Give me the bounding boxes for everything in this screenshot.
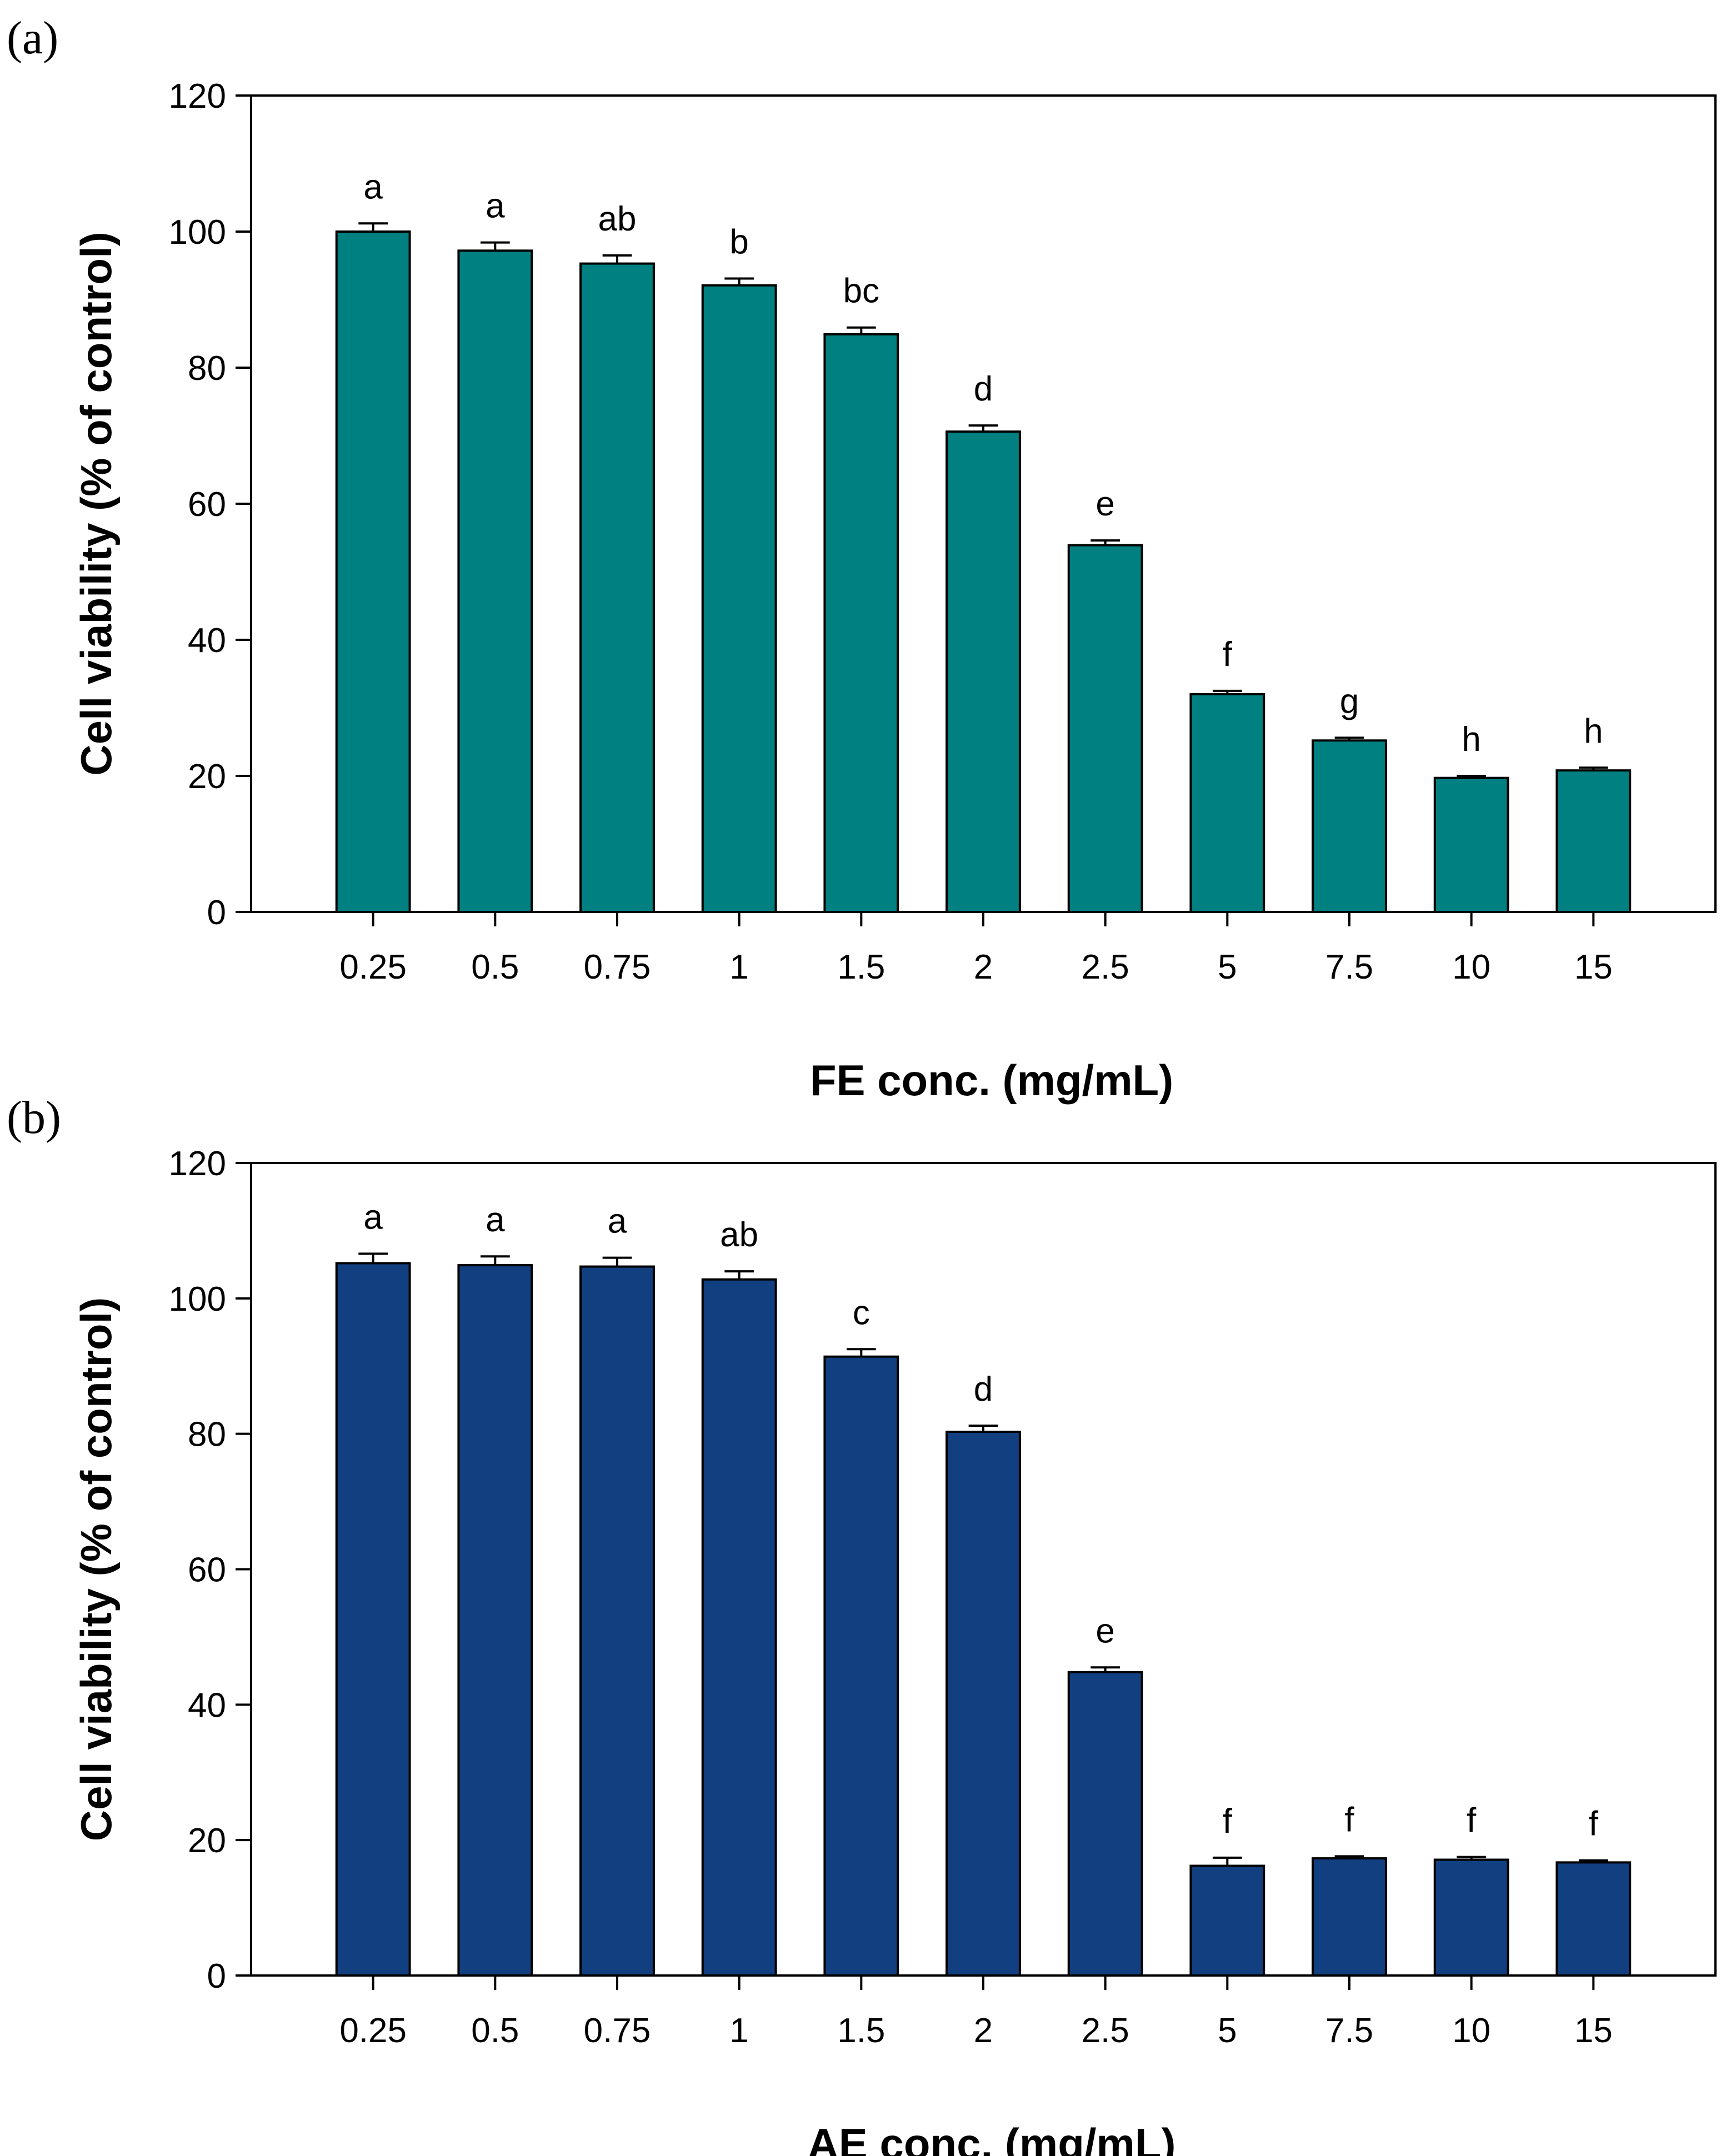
chart-panel-b: (b) 0 20 40 60 80 100 120 0.25 a 0.5 a 0.75 a 1 ab 1.5 c 2… — [7, 1092, 1717, 2156]
significance-label: d — [974, 370, 993, 408]
x-tick-label: 0.25 — [339, 948, 407, 986]
y-tick-label: 80 — [188, 349, 226, 388]
significance-label: c — [853, 1293, 870, 1332]
x-tick-label: 0.75 — [584, 948, 651, 986]
significance-label: a — [486, 187, 505, 225]
significance-label: f — [1589, 1805, 1599, 1843]
significance-label: f — [1467, 1802, 1477, 1840]
bar — [457, 1264, 533, 1977]
x-tick-label: 0.5 — [471, 948, 519, 986]
x-tick-label: 1 — [729, 2012, 748, 2050]
x-axis-title: FE conc. (mg/mL) — [810, 1056, 1173, 1105]
x-tick-label: 1.5 — [837, 948, 885, 986]
x-tick-label: 2.5 — [1082, 948, 1129, 986]
significance-label: h — [1462, 720, 1480, 759]
x-tick-label: 0.25 — [339, 2012, 407, 2050]
significance-label: ab — [598, 200, 637, 238]
bar — [701, 284, 777, 913]
y-tick-label: 40 — [188, 621, 226, 660]
y-tick-label: 20 — [188, 1822, 226, 1860]
y-tick-label: 120 — [169, 77, 226, 116]
bar — [1067, 1671, 1143, 1977]
bar — [1067, 544, 1143, 913]
significance-label: a — [363, 1198, 383, 1236]
panel-label: (b) — [7, 1092, 61, 1144]
significance-label: a — [608, 1202, 627, 1241]
bar — [1555, 769, 1632, 913]
bar — [335, 1262, 411, 1977]
x-tick-label: 5 — [1218, 2012, 1237, 2050]
significance-label: f — [1223, 1802, 1233, 1841]
bar — [701, 1278, 777, 1977]
x-tick-label: 2 — [974, 948, 993, 986]
bar — [1189, 1864, 1265, 1977]
y-tick-label: 60 — [188, 485, 226, 524]
x-tick-label: 1.5 — [837, 2012, 885, 2050]
significance-label: a — [486, 1201, 505, 1239]
bar — [823, 333, 899, 913]
x-tick-label: 15 — [1574, 948, 1613, 986]
x-tick-label: 1 — [729, 948, 748, 986]
x-axis-title: AE conc. (mg/mL) — [807, 2119, 1175, 2156]
significance-label: e — [1095, 485, 1114, 523]
significance-label: ab — [720, 1216, 758, 1254]
y-tick-label: 80 — [188, 1416, 226, 1454]
x-tick-label: 10 — [1452, 948, 1490, 986]
y-tick-label: 60 — [188, 1551, 226, 1590]
chart-panel-a: (a) 0 20 40 60 80 100 120 0.25 a 0.5 a 0.75 ab 1 b 1.5 bc… — [7, 12, 1717, 1105]
bar — [823, 1355, 899, 1977]
x-tick-label: 5 — [1218, 948, 1237, 986]
y-tick-label: 0 — [207, 1957, 226, 1995]
bar — [1555, 1861, 1632, 1977]
bar — [457, 249, 533, 913]
x-tick-label: 7.5 — [1325, 948, 1373, 986]
significance-label: d — [974, 1370, 993, 1408]
bar — [335, 230, 411, 913]
x-tick-label: 2 — [974, 2012, 993, 2050]
bar — [1433, 776, 1509, 914]
bar — [1433, 1858, 1509, 1977]
bar — [1312, 739, 1387, 914]
significance-label: bc — [843, 272, 879, 310]
significance-label: f — [1344, 1801, 1354, 1839]
y-tick-label: 100 — [169, 1280, 226, 1318]
x-tick-label: 10 — [1452, 2012, 1490, 2050]
x-tick-label: 2.5 — [1082, 2012, 1129, 2050]
significance-label: h — [1584, 712, 1603, 750]
x-tick-label: 0.5 — [471, 2012, 519, 2050]
y-tick-label: 120 — [169, 1145, 226, 1183]
bar — [945, 430, 1021, 913]
bar — [1189, 693, 1265, 913]
significance-label: f — [1223, 635, 1233, 674]
y-tick-label: 0 — [207, 894, 226, 932]
significance-label: b — [729, 223, 748, 262]
bar — [579, 262, 655, 914]
y-tick-label: 40 — [188, 1686, 226, 1724]
bar — [945, 1431, 1021, 1977]
significance-label: e — [1095, 1612, 1114, 1650]
bar — [1312, 1857, 1387, 1977]
x-tick-label: 15 — [1574, 2012, 1613, 2050]
bar — [579, 1265, 655, 1977]
significance-label: g — [1340, 682, 1359, 720]
y-tick-label: 20 — [188, 758, 226, 796]
x-tick-label: 7.5 — [1325, 2012, 1373, 2050]
x-tick-label: 0.75 — [584, 2012, 651, 2050]
y-axis-title: Cell viability (% of control) — [72, 232, 121, 775]
y-axis-title: Cell viability (% of control) — [72, 1297, 121, 1841]
y-tick-label: 100 — [169, 213, 226, 252]
significance-label: a — [363, 168, 383, 206]
panel-label: (a) — [7, 12, 58, 64]
